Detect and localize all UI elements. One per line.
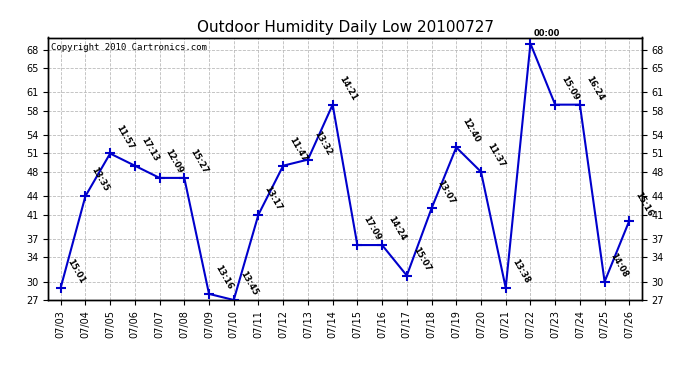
- Text: 15:27: 15:27: [188, 147, 210, 175]
- Text: 13:07: 13:07: [435, 178, 457, 206]
- Text: 14:21: 14:21: [337, 74, 358, 102]
- Text: 15:07: 15:07: [411, 245, 432, 273]
- Text: 00:00: 00:00: [533, 29, 560, 38]
- Title: Outdoor Humidity Daily Low 20100727: Outdoor Humidity Daily Low 20100727: [197, 20, 493, 35]
- Text: 13:17: 13:17: [263, 184, 284, 212]
- Text: 16:24: 16:24: [584, 74, 605, 102]
- Text: 14:08: 14:08: [609, 251, 630, 279]
- Text: 11:37: 11:37: [485, 141, 506, 169]
- Text: 13:16: 13:16: [213, 264, 235, 291]
- Text: 11:47: 11:47: [287, 135, 308, 163]
- Text: 15:09: 15:09: [560, 74, 580, 102]
- Text: 14:24: 14:24: [386, 214, 408, 242]
- Text: 13:38: 13:38: [510, 258, 531, 285]
- Text: Copyright 2010 Cartronics.com: Copyright 2010 Cartronics.com: [51, 43, 207, 52]
- Text: 15:16: 15:16: [633, 190, 655, 218]
- Text: 12:09: 12:09: [164, 148, 185, 175]
- Text: 13:32: 13:32: [312, 129, 333, 157]
- Text: 11:57: 11:57: [115, 123, 135, 151]
- Text: 17:13: 17:13: [139, 135, 160, 163]
- Text: 13:45: 13:45: [238, 270, 259, 297]
- Text: 17:09: 17:09: [362, 215, 382, 242]
- Text: 15:01: 15:01: [65, 257, 86, 285]
- Text: 13:35: 13:35: [90, 166, 110, 194]
- Text: 12:40: 12:40: [460, 117, 482, 145]
